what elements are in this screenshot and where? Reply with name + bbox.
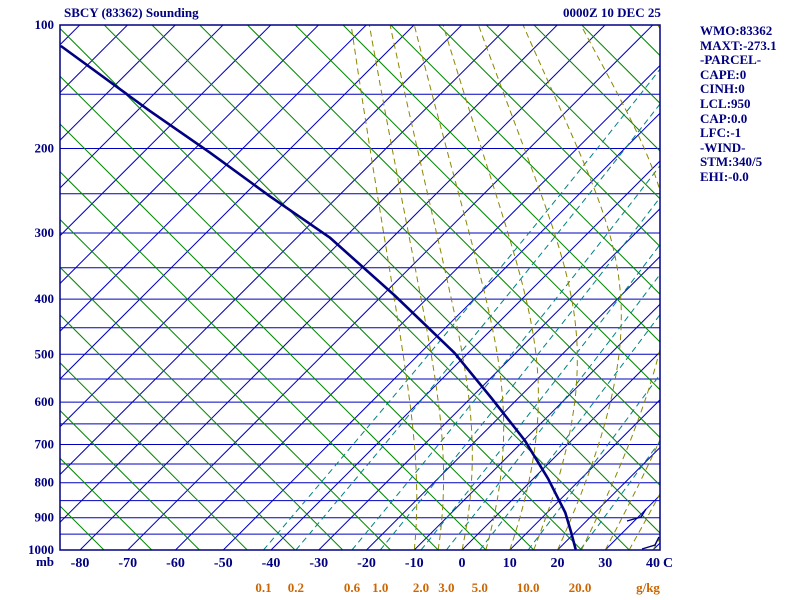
temperature-trace <box>60 45 577 550</box>
svg-text:500: 500 <box>35 346 55 361</box>
svg-text:600: 600 <box>35 394 55 409</box>
svg-text:5.0: 5.0 <box>472 580 488 595</box>
svg-text:30: 30 <box>598 556 612 571</box>
stat-ehi: EHI:-0.0 <box>700 168 749 184</box>
wind-barbs <box>626 508 660 550</box>
svg-text:0.6: 0.6 <box>344 580 361 595</box>
svg-text:700: 700 <box>35 436 55 451</box>
svg-text:900: 900 <box>35 510 55 525</box>
chart-datetime: 0000Z 10 DEC 25 <box>563 5 661 20</box>
svg-text:g/kg: g/kg <box>636 580 660 595</box>
chart-title: SBCY (83362) Sounding <box>64 5 199 20</box>
stat-lcl: LCL:950 <box>700 95 751 111</box>
svg-text:-80: -80 <box>71 556 90 571</box>
svg-text:-10: -10 <box>405 556 424 571</box>
svg-text:mb: mb <box>36 554 54 569</box>
stat-wmo: WMO:83362 <box>700 23 773 38</box>
svg-text:-20: -20 <box>357 556 376 571</box>
svg-text:200: 200 <box>35 141 55 156</box>
svg-text:-50: -50 <box>214 556 233 571</box>
svg-text:800: 800 <box>35 475 55 490</box>
plot-border <box>59 24 661 551</box>
svg-text:1000: 1000 <box>28 542 54 557</box>
svg-text:400: 400 <box>35 291 55 306</box>
svg-text:0: 0 <box>459 556 466 571</box>
stat-wind-header: -WIND- <box>700 139 746 155</box>
svg-text:10.0: 10.0 <box>517 580 540 595</box>
dry-adiabats <box>60 25 660 550</box>
svg-text:3.0: 3.0 <box>438 580 454 595</box>
svg-text:40: 40 <box>646 556 660 571</box>
svg-text:-40: -40 <box>262 556 281 571</box>
stat-stm: STM:340/5 <box>700 154 763 170</box>
stat-cinh: CINH:0 <box>700 81 745 97</box>
svg-text:-60: -60 <box>166 556 185 571</box>
svg-text:300: 300 <box>35 225 55 240</box>
stat-maxt: MAXT:-273.1 <box>700 37 777 53</box>
svg-text:100: 100 <box>35 17 55 32</box>
stat-lfc: LFC:-1 <box>700 125 742 141</box>
svg-text:20.0: 20.0 <box>569 580 592 595</box>
stat-cap: CAP:0.0 <box>700 110 748 126</box>
svg-text:-70: -70 <box>118 556 137 571</box>
svg-text:10: 10 <box>503 556 517 571</box>
svg-text:C: C <box>663 556 673 571</box>
svg-text:-30: -30 <box>309 556 328 571</box>
temperature-axis-labels: -80 -70 -60 -50 -40 -30 -20 -10 0 10 20 30 40 C <box>71 556 673 571</box>
svg-text:0.2: 0.2 <box>288 580 304 595</box>
mixing-ratio-labels: 0.1 0.2 0.6 1.0 2.0 3.0 5.0 10.0 20.0 g/kg <box>255 580 660 595</box>
stat-cape: CAPE:0 <box>700 66 747 82</box>
mixing-ratio-lines <box>263 68 660 550</box>
svg-text:20: 20 <box>551 556 565 571</box>
plot-area <box>60 25 660 550</box>
svg-text:0.1: 0.1 <box>255 580 271 595</box>
isotherms <box>60 25 660 550</box>
stats-panel: WMO:83362 MAXT:-273.1 -PARCEL- CAPE:0 CI… <box>700 23 777 185</box>
stat-parcel-header: -PARCEL- <box>700 52 762 68</box>
moist-adiabats <box>350 25 660 550</box>
svg-text:2.0: 2.0 <box>413 580 429 595</box>
svg-text:1.0: 1.0 <box>372 580 388 595</box>
